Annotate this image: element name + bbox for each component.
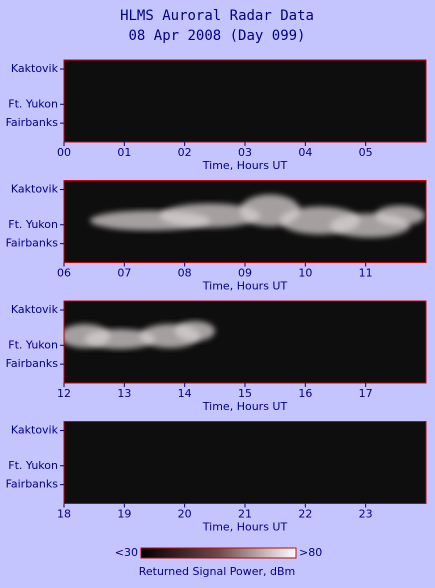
x-tick-label: 00 — [57, 146, 71, 159]
subtitle: 08 Apr 2008 (Day 099) — [128, 28, 305, 44]
y-tick-label: Ft. Yukon — [8, 97, 58, 110]
x-tick-label: 04 — [298, 146, 312, 159]
y-tick-label: Ft. Yukon — [8, 338, 58, 351]
y-tick-label: Kaktovik — [11, 183, 59, 196]
y-tick-label: Kaktovik — [11, 303, 59, 316]
x-tick-label: 08 — [178, 267, 192, 280]
heatmap-area — [64, 421, 426, 504]
x-axis-label: Time, Hours UT — [202, 400, 288, 413]
x-tick-label: 02 — [178, 146, 192, 159]
x-tick-label: 14 — [178, 387, 192, 400]
x-tick-label: 21 — [238, 508, 252, 521]
colorbar-tick-label: <30 — [115, 546, 138, 559]
x-axis-label: Time, Hours UT — [202, 159, 288, 172]
colorbar — [140, 547, 297, 559]
x-tick-label: 22 — [298, 508, 312, 521]
y-tick-label: Fairbanks — [6, 237, 59, 250]
x-tick-label: 19 — [117, 508, 131, 521]
y-tick-label: Kaktovik — [11, 62, 59, 75]
x-tick-label: 03 — [238, 146, 252, 159]
aurora-texture — [375, 205, 425, 226]
x-tick-label: 20 — [178, 508, 192, 521]
x-tick-label: 05 — [359, 146, 373, 159]
aurora-texture — [175, 321, 215, 341]
colorbar-tick-label: >80 — [299, 546, 322, 559]
x-tick-label: 09 — [238, 267, 252, 280]
x-axis-label: Time, Hours UT — [202, 280, 288, 293]
x-tick-label: 01 — [117, 146, 131, 159]
x-tick-label: 10 — [298, 267, 312, 280]
x-tick-label: 13 — [117, 387, 131, 400]
aurora-texture — [85, 329, 155, 349]
x-tick-label: 07 — [117, 267, 131, 280]
x-tick-label: 23 — [359, 508, 373, 521]
colorbar-label: Returned Signal Power, dBm — [139, 565, 296, 578]
y-tick-label: Fairbanks — [6, 478, 59, 491]
x-tick-label: 12 — [57, 387, 71, 400]
x-axis-label: Time, Hours UT — [202, 521, 288, 534]
title: HLMS Auroral Radar Data — [120, 8, 314, 24]
x-tick-label: 11 — [359, 267, 373, 280]
aurora-texture — [160, 203, 260, 228]
y-tick-label: Kaktovik — [11, 424, 59, 437]
y-tick-label: Ft. Yukon — [8, 459, 58, 472]
x-tick-label: 17 — [359, 387, 373, 400]
x-tick-label: 18 — [57, 508, 71, 521]
x-tick-label: 06 — [57, 267, 71, 280]
y-tick-label: Ft. Yukon — [8, 218, 58, 231]
y-tick-label: Fairbanks — [6, 357, 59, 370]
x-tick-label: 16 — [298, 387, 312, 400]
y-tick-label: Fairbanks — [6, 116, 59, 129]
heatmap-area — [64, 60, 426, 142]
x-tick-label: 15 — [238, 387, 252, 400]
